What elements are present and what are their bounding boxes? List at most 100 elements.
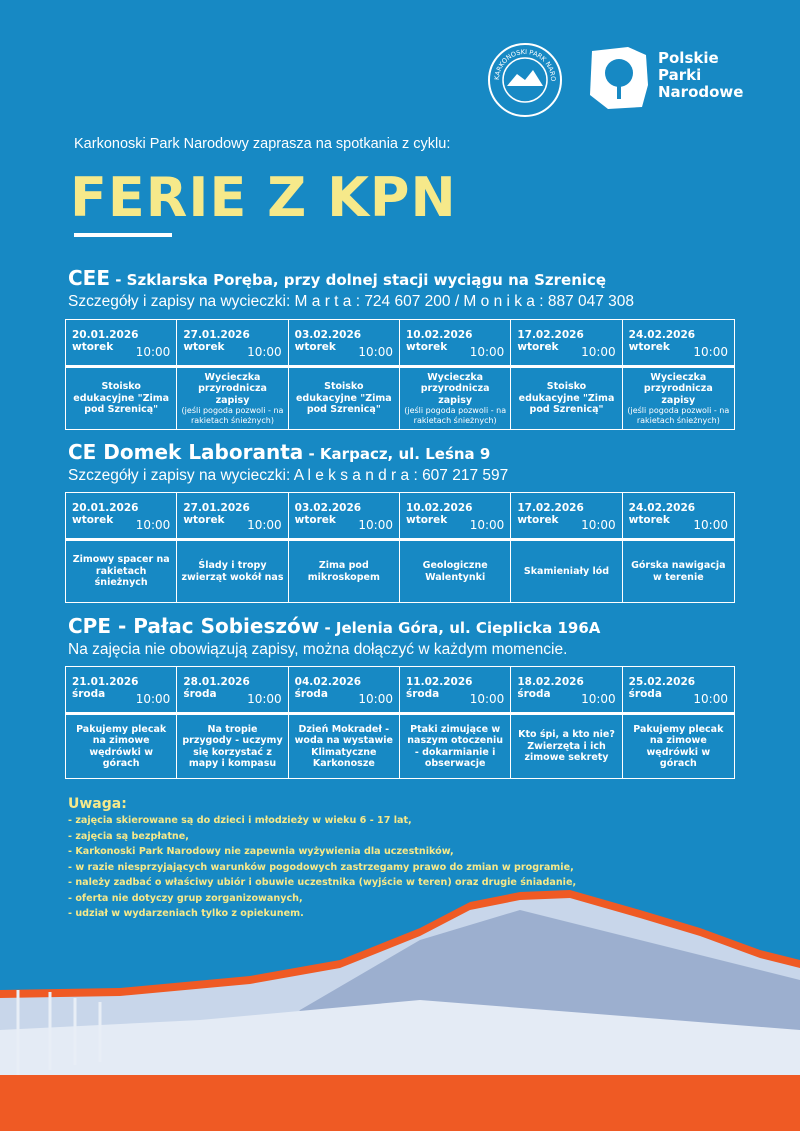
schedule-table: 20.01.2026 wtorek 10:00 Zimowy spacer na r… <box>65 492 735 603</box>
event: Wycieczka przyrodnicza zapisy (jeśli pogo… <box>177 368 287 429</box>
schedule-day: 03.02.2026 wtorek 10:00 Stoisko edukacyjne… <box>288 320 400 429</box>
section-heading: CPE - Pałac Sobieszów - Jelenia Góra, ul… <box>68 614 600 638</box>
notes: Uwaga: - zajęcia skierowane są do dzieci… <box>68 795 576 922</box>
event-title: Kto śpi, a kto nie? Zwierzęta i ich zimo… <box>518 729 615 764</box>
time: 10:00 <box>358 518 393 532</box>
time: 10:00 <box>581 345 616 359</box>
event: Zimowy spacer na rakietach śnieżnych <box>66 541 176 602</box>
note-item: - w razie niesprzyjających warunków pogo… <box>68 861 574 873</box>
weekday: wtorek <box>406 514 448 526</box>
event-title: Wycieczka przyrodnicza zapisy <box>643 371 713 406</box>
day-header: 03.02.2026 wtorek 10:00 <box>288 320 399 368</box>
day-header: 24.02.2026 wtorek 10:00 <box>622 320 734 368</box>
day-header: 04.02.2026 środa 10:00 <box>288 667 399 715</box>
time: 10:00 <box>581 692 616 706</box>
section-name: CEE <box>68 266 111 290</box>
date: 27.01.2026 <box>183 329 250 341</box>
date: 21.01.2026 <box>72 676 139 688</box>
section-subtitle: Na zajęcia nie obowiązują zapisy, można … <box>68 641 568 658</box>
event-title: Stoisko edukacyjne "Zima pod Szrenicą" <box>73 381 170 416</box>
section-place: - Szklarska Poręba, przy dolnej stacji w… <box>110 271 607 289</box>
schedule-day: 18.02.2026 środa 10:00 Kto śpi, a kto nie?… <box>511 667 623 778</box>
day-header: 03.02.2026 wtorek 10:00 <box>288 493 399 541</box>
date: 25.02.2026 <box>628 676 696 688</box>
weekday: wtorek <box>406 341 448 353</box>
event: Stoisko edukacyjne "Zima pod Szrenicą" <box>511 368 621 429</box>
day-header: 11.02.2026 środa 10:00 <box>400 667 511 715</box>
weekday: środa <box>628 688 662 700</box>
event-title: Pakujemy plecak na zimowe wędrówki w gór… <box>633 723 724 769</box>
event-note: (jeśli pogoda pozwoli - na rakietach śni… <box>404 405 507 425</box>
kpn-logo: KARKONOSKI PARK NARODOWY <box>487 42 562 117</box>
event: Geologiczne Walentynki <box>400 541 510 602</box>
event: Wycieczka przyrodnicza zapisy (jeśli pogo… <box>400 368 510 429</box>
day-header: 18.02.2026 środa 10:00 <box>511 667 622 715</box>
weekday: środa <box>294 688 328 700</box>
section-name: CE Domek Laboranta <box>68 440 304 464</box>
time: 10:00 <box>247 692 282 706</box>
event-title: Stoisko edukacyjne "Zima pod Szrenicą" <box>295 381 392 416</box>
note-item: - zajęcia są bezpłatne, <box>68 830 189 842</box>
day-header: 17.02.2026 wtorek 10:00 <box>511 493 622 541</box>
schedule-day: 17.02.2026 wtorek 10:00 Skamieniały lód <box>511 493 623 602</box>
day-header: 27.01.2026 wtorek 10:00 <box>177 320 288 368</box>
event-title: Na tropie przygody - uczymy się korzysta… <box>182 723 283 769</box>
note-item: - oferta nie dotyczy grup zorganizowanyc… <box>68 892 303 904</box>
date: 18.02.2026 <box>517 676 584 688</box>
time: 10:00 <box>358 692 393 706</box>
event-title: Ślady i tropy zwierząt wokół nas <box>181 560 284 583</box>
time: 10:00 <box>358 345 393 359</box>
date: 17.02.2026 <box>517 329 584 341</box>
event-note: (jeśli pogoda pozwoli - na rakietach śni… <box>627 405 730 425</box>
date: 10.02.2026 <box>406 502 473 514</box>
date: 11.02.2026 <box>406 676 473 688</box>
title-underline <box>74 233 172 237</box>
schedule-day: 28.01.2026 środa 10:00 Na tropie przygody … <box>177 667 289 778</box>
weekday: środa <box>517 688 551 700</box>
ppn-logo-text: Polskie Parki Narodowe <box>658 50 743 101</box>
section-heading: CE Domek Laboranta - Karpacz, ul. Leśna … <box>68 440 490 464</box>
date: 20.01.2026 <box>72 329 139 341</box>
note-item: - udział w wydarzeniach tylko z opiekune… <box>68 908 304 919</box>
weekday: wtorek <box>183 341 225 353</box>
time: 10:00 <box>693 345 728 359</box>
schedule-day: 03.02.2026 wtorek 10:00 Zima pod mikroskop… <box>288 493 400 602</box>
ppn-line: Narodowe <box>658 83 744 101</box>
event-title: Skamieniały lód <box>523 565 610 577</box>
event: Zima pod mikroskopem <box>289 541 399 602</box>
date: 24.02.2026 <box>628 502 696 514</box>
note-item: - zajęcia skierowane są do dzieci i młod… <box>68 815 412 826</box>
mountain-photo <box>0 890 800 1131</box>
event: Stoisko edukacyjne "Zima pod Szrenicą" <box>66 368 176 429</box>
time: 10:00 <box>469 518 505 532</box>
date: 24.02.2026 <box>628 329 696 341</box>
schedule-day: 10.02.2026 wtorek 10:00 Wycieczka przyrodn… <box>400 320 512 429</box>
time: 10:00 <box>247 518 282 532</box>
schedule-day: 20.01.2026 wtorek 10:00 Zimowy spacer na r… <box>66 493 178 602</box>
event-title: Dzień Mokradeł - woda na wystawie Klimat… <box>294 723 393 769</box>
day-header: 28.01.2026 środa 10:00 <box>177 667 288 715</box>
schedule-day: 24.02.2026 wtorek 10:00 Górska nawigacja w… <box>622 493 734 602</box>
notes-heading: Uwaga: <box>68 796 127 812</box>
schedule-day: 24.02.2026 wtorek 10:00 Wycieczka przyrodn… <box>622 320 734 429</box>
schedule-table: 20.01.2026 wtorek 10:00 Stoisko edukacyjne… <box>65 319 735 430</box>
day-header: 17.02.2026 wtorek 10:00 <box>511 320 622 368</box>
weekday: środa <box>72 688 106 700</box>
time: 10:00 <box>135 692 171 706</box>
section-heading: CEE - Szklarska Poręba, przy dolnej stac… <box>68 266 606 290</box>
section-place: - Jelenia Góra, ul. Cieplicka 196A <box>319 619 601 637</box>
day-header: 25.02.2026 środa 10:00 <box>622 667 734 715</box>
event-title: Ptaki zimujące w naszym otoczeniu - doka… <box>407 723 504 769</box>
weekday: wtorek <box>294 341 336 353</box>
weekday: środa <box>183 688 217 700</box>
section-subtitle: Szczegóły i zapisy na wycieczki: A l e k… <box>68 467 509 484</box>
time: 10:00 <box>581 518 616 532</box>
time: 10:00 <box>135 345 171 359</box>
ppn-line: Parki <box>658 66 702 84</box>
section-name: CPE - Pałac Sobieszów <box>68 614 320 638</box>
date: 04.02.2026 <box>294 676 362 688</box>
date: 27.01.2026 <box>183 502 250 514</box>
event: Pakujemy plecak na zimowe wędrówki w gór… <box>623 715 734 778</box>
weekday: wtorek <box>517 514 559 526</box>
day-header: 20.01.2026 wtorek 10:00 <box>66 493 177 541</box>
